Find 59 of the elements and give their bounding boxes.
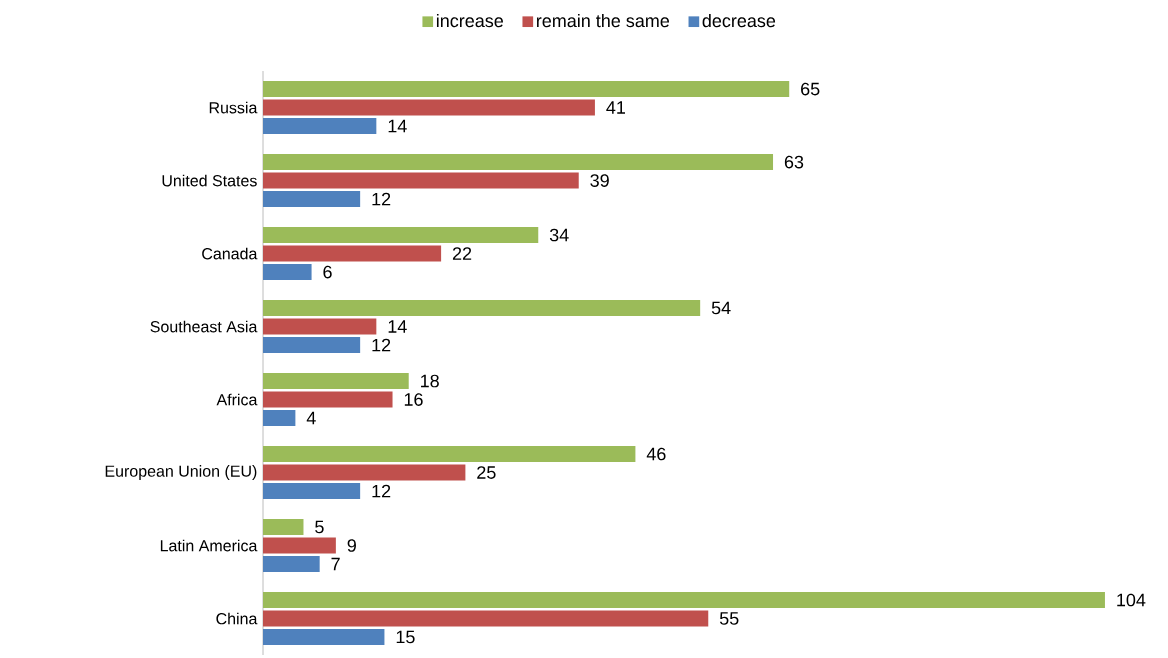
data-label: 65 — [801, 82, 820, 96]
legend-label: increase — [436, 13, 503, 28]
data-label: 16 — [404, 393, 423, 406]
y-tick-label: Africa — [216, 393, 258, 406]
bar — [263, 410, 296, 427]
bar — [263, 337, 361, 354]
data-label: 55 — [719, 612, 739, 625]
bar — [263, 592, 1105, 608]
data-label: 25 — [477, 466, 496, 479]
bar — [263, 446, 636, 462]
bar — [263, 629, 385, 646]
bar — [263, 191, 361, 208]
bar — [263, 118, 377, 135]
bar — [263, 556, 320, 573]
data-label: 104 — [1117, 593, 1146, 607]
bar — [263, 537, 336, 554]
data-label: 46 — [646, 447, 666, 461]
data-label: 18 — [421, 374, 439, 388]
y-tick-label: United States — [162, 174, 257, 187]
bar — [263, 81, 790, 98]
y-tick-label: Southeast Asia — [150, 320, 258, 333]
data-label: 12 — [372, 484, 391, 498]
bar — [263, 483, 361, 500]
y-tick-label: European Union (EU) — [105, 465, 257, 480]
data-label: 54 — [711, 301, 731, 315]
bar — [263, 172, 579, 189]
y-tick-label: Russia — [209, 101, 258, 114]
data-label: 22 — [452, 247, 472, 260]
bar — [263, 99, 595, 116]
legend-label: decrease — [702, 13, 776, 28]
bar — [263, 227, 539, 244]
data-label: 41 — [606, 101, 625, 114]
data-label: 12 — [372, 338, 391, 352]
bar — [263, 519, 304, 536]
bar — [263, 373, 409, 390]
data-label: 39 — [590, 174, 609, 187]
data-label: 7 — [331, 557, 340, 571]
y-tick-label: Canada — [202, 247, 258, 260]
bar — [263, 464, 466, 481]
bar — [263, 610, 709, 627]
data-label: 14 — [388, 320, 407, 333]
bar — [263, 264, 312, 281]
data-label: 14 — [388, 119, 407, 133]
data-label: 5 — [315, 520, 324, 534]
data-label: 6 — [323, 265, 332, 279]
data-label: 34 — [549, 228, 569, 242]
bar — [263, 300, 701, 317]
bar — [263, 154, 774, 171]
data-label: 12 — [372, 192, 391, 206]
bar — [263, 318, 377, 335]
data-label: 9 — [347, 539, 356, 552]
legend-label: remain the same — [536, 13, 670, 28]
bar — [263, 391, 393, 408]
bar — [263, 245, 442, 262]
y-tick-label: China — [216, 612, 258, 625]
data-label: 4 — [306, 411, 316, 425]
data-label: 15 — [396, 630, 415, 644]
y-tick-label: Latin America — [160, 539, 258, 552]
data-label: 63 — [784, 155, 804, 169]
